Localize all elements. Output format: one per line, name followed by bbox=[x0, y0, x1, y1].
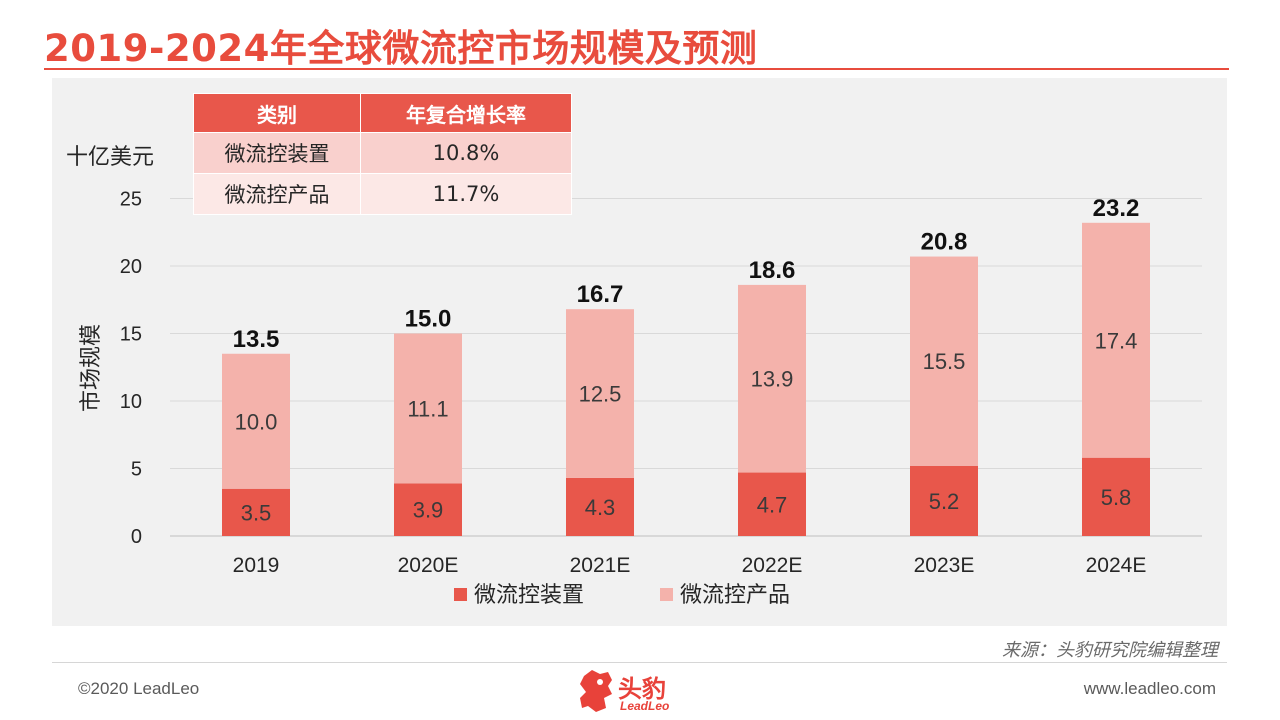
table-header-row: 类别 年复合增长率 bbox=[193, 93, 572, 133]
data-label: 5.8 bbox=[1101, 485, 1132, 510]
x-tick-label: 2023E bbox=[914, 554, 975, 577]
table-cell-cagr: 11.7% bbox=[360, 173, 572, 215]
bar-segment-device bbox=[910, 465, 978, 536]
data-label: 13.9 bbox=[751, 367, 794, 392]
y-tick-label: 25 bbox=[120, 189, 142, 211]
x-tick-label: 2019 bbox=[233, 554, 280, 577]
bar-segment-product bbox=[1082, 222, 1150, 458]
page-title: 2019-2024年全球微流控市场规模及预测 bbox=[44, 27, 758, 70]
data-label: 12.5 bbox=[579, 382, 622, 407]
data-label: 11.1 bbox=[407, 396, 448, 421]
source-note: 来源：头豹研究院编辑整理 bbox=[1002, 640, 1218, 661]
legend-swatch bbox=[660, 588, 673, 601]
data-label: 3.5 bbox=[241, 500, 272, 525]
data-label: 3.9 bbox=[413, 498, 444, 523]
total-label: 20.8 bbox=[921, 229, 968, 256]
total-label: 15.0 bbox=[405, 306, 452, 333]
bar-segment-product bbox=[566, 309, 634, 478]
bar-segment-device bbox=[222, 488, 290, 536]
x-tick-label: 2021E bbox=[570, 554, 631, 577]
data-label: 4.3 bbox=[585, 495, 616, 520]
bar-segment-device bbox=[566, 477, 634, 536]
brand-logo: 头豹 LeadLeo bbox=[578, 666, 704, 718]
table-header-category: 类别 bbox=[193, 93, 361, 133]
website-link[interactable]: www.leadleo.com bbox=[1083, 679, 1216, 698]
data-label: 5.2 bbox=[929, 489, 960, 514]
bar-segment-product bbox=[738, 284, 806, 473]
table-cell-category: 微流控产品 bbox=[193, 173, 361, 215]
total-label: 13.5 bbox=[233, 326, 280, 353]
logo-subtitle: LeadLeo bbox=[620, 699, 670, 713]
total-label: 16.7 bbox=[577, 281, 624, 308]
table-cell-category: 微流控装置 bbox=[193, 132, 361, 174]
title-underline bbox=[44, 68, 1229, 70]
cagr-table: 类别 年复合增长率 微流控装置 10.8% 微流控产品 11.7% bbox=[193, 93, 572, 215]
y-tick-label: 5 bbox=[131, 459, 142, 481]
table-row: 微流控产品 11.7% bbox=[193, 173, 572, 215]
y-tick-label: 15 bbox=[120, 324, 142, 346]
bar-segment-device bbox=[1082, 457, 1150, 536]
data-label: 17.4 bbox=[1095, 328, 1138, 353]
total-label: 23.2 bbox=[1093, 195, 1140, 222]
bar-segment-device bbox=[394, 483, 462, 536]
legend-swatch bbox=[454, 588, 467, 601]
table-row: 微流控装置 10.8% bbox=[193, 132, 572, 174]
leopard-logo-icon bbox=[580, 670, 612, 712]
unit-label: 十亿美元 bbox=[66, 145, 154, 170]
y-axis-title: 市场规模 bbox=[79, 324, 104, 412]
x-tick-label: 2020E bbox=[398, 554, 459, 577]
copyright-text: ©2020 LeadLeo bbox=[78, 679, 200, 698]
legend-label: 微流控产品 bbox=[680, 583, 790, 608]
y-tick-label: 0 bbox=[131, 526, 142, 548]
data-label: 10.0 bbox=[235, 409, 278, 434]
x-tick-label: 2024E bbox=[1086, 554, 1147, 577]
total-label: 18.6 bbox=[749, 257, 796, 284]
bar-segment-device bbox=[738, 472, 806, 536]
y-tick-label: 20 bbox=[120, 256, 142, 278]
logo-name: 头豹 bbox=[618, 675, 666, 703]
legend-label: 微流控装置 bbox=[474, 583, 584, 608]
bar-segment-product bbox=[222, 353, 290, 489]
x-tick-label: 2022E bbox=[742, 554, 803, 577]
data-label: 15.5 bbox=[923, 349, 966, 374]
y-tick-label: 10 bbox=[120, 391, 142, 413]
table-cell-cagr: 10.8% bbox=[360, 132, 572, 174]
table-header-cagr: 年复合增长率 bbox=[360, 93, 572, 133]
data-label: 4.7 bbox=[757, 492, 788, 517]
bar-segment-product bbox=[910, 256, 978, 466]
footer-divider bbox=[52, 662, 1227, 663]
bar-segment-product bbox=[394, 333, 462, 484]
